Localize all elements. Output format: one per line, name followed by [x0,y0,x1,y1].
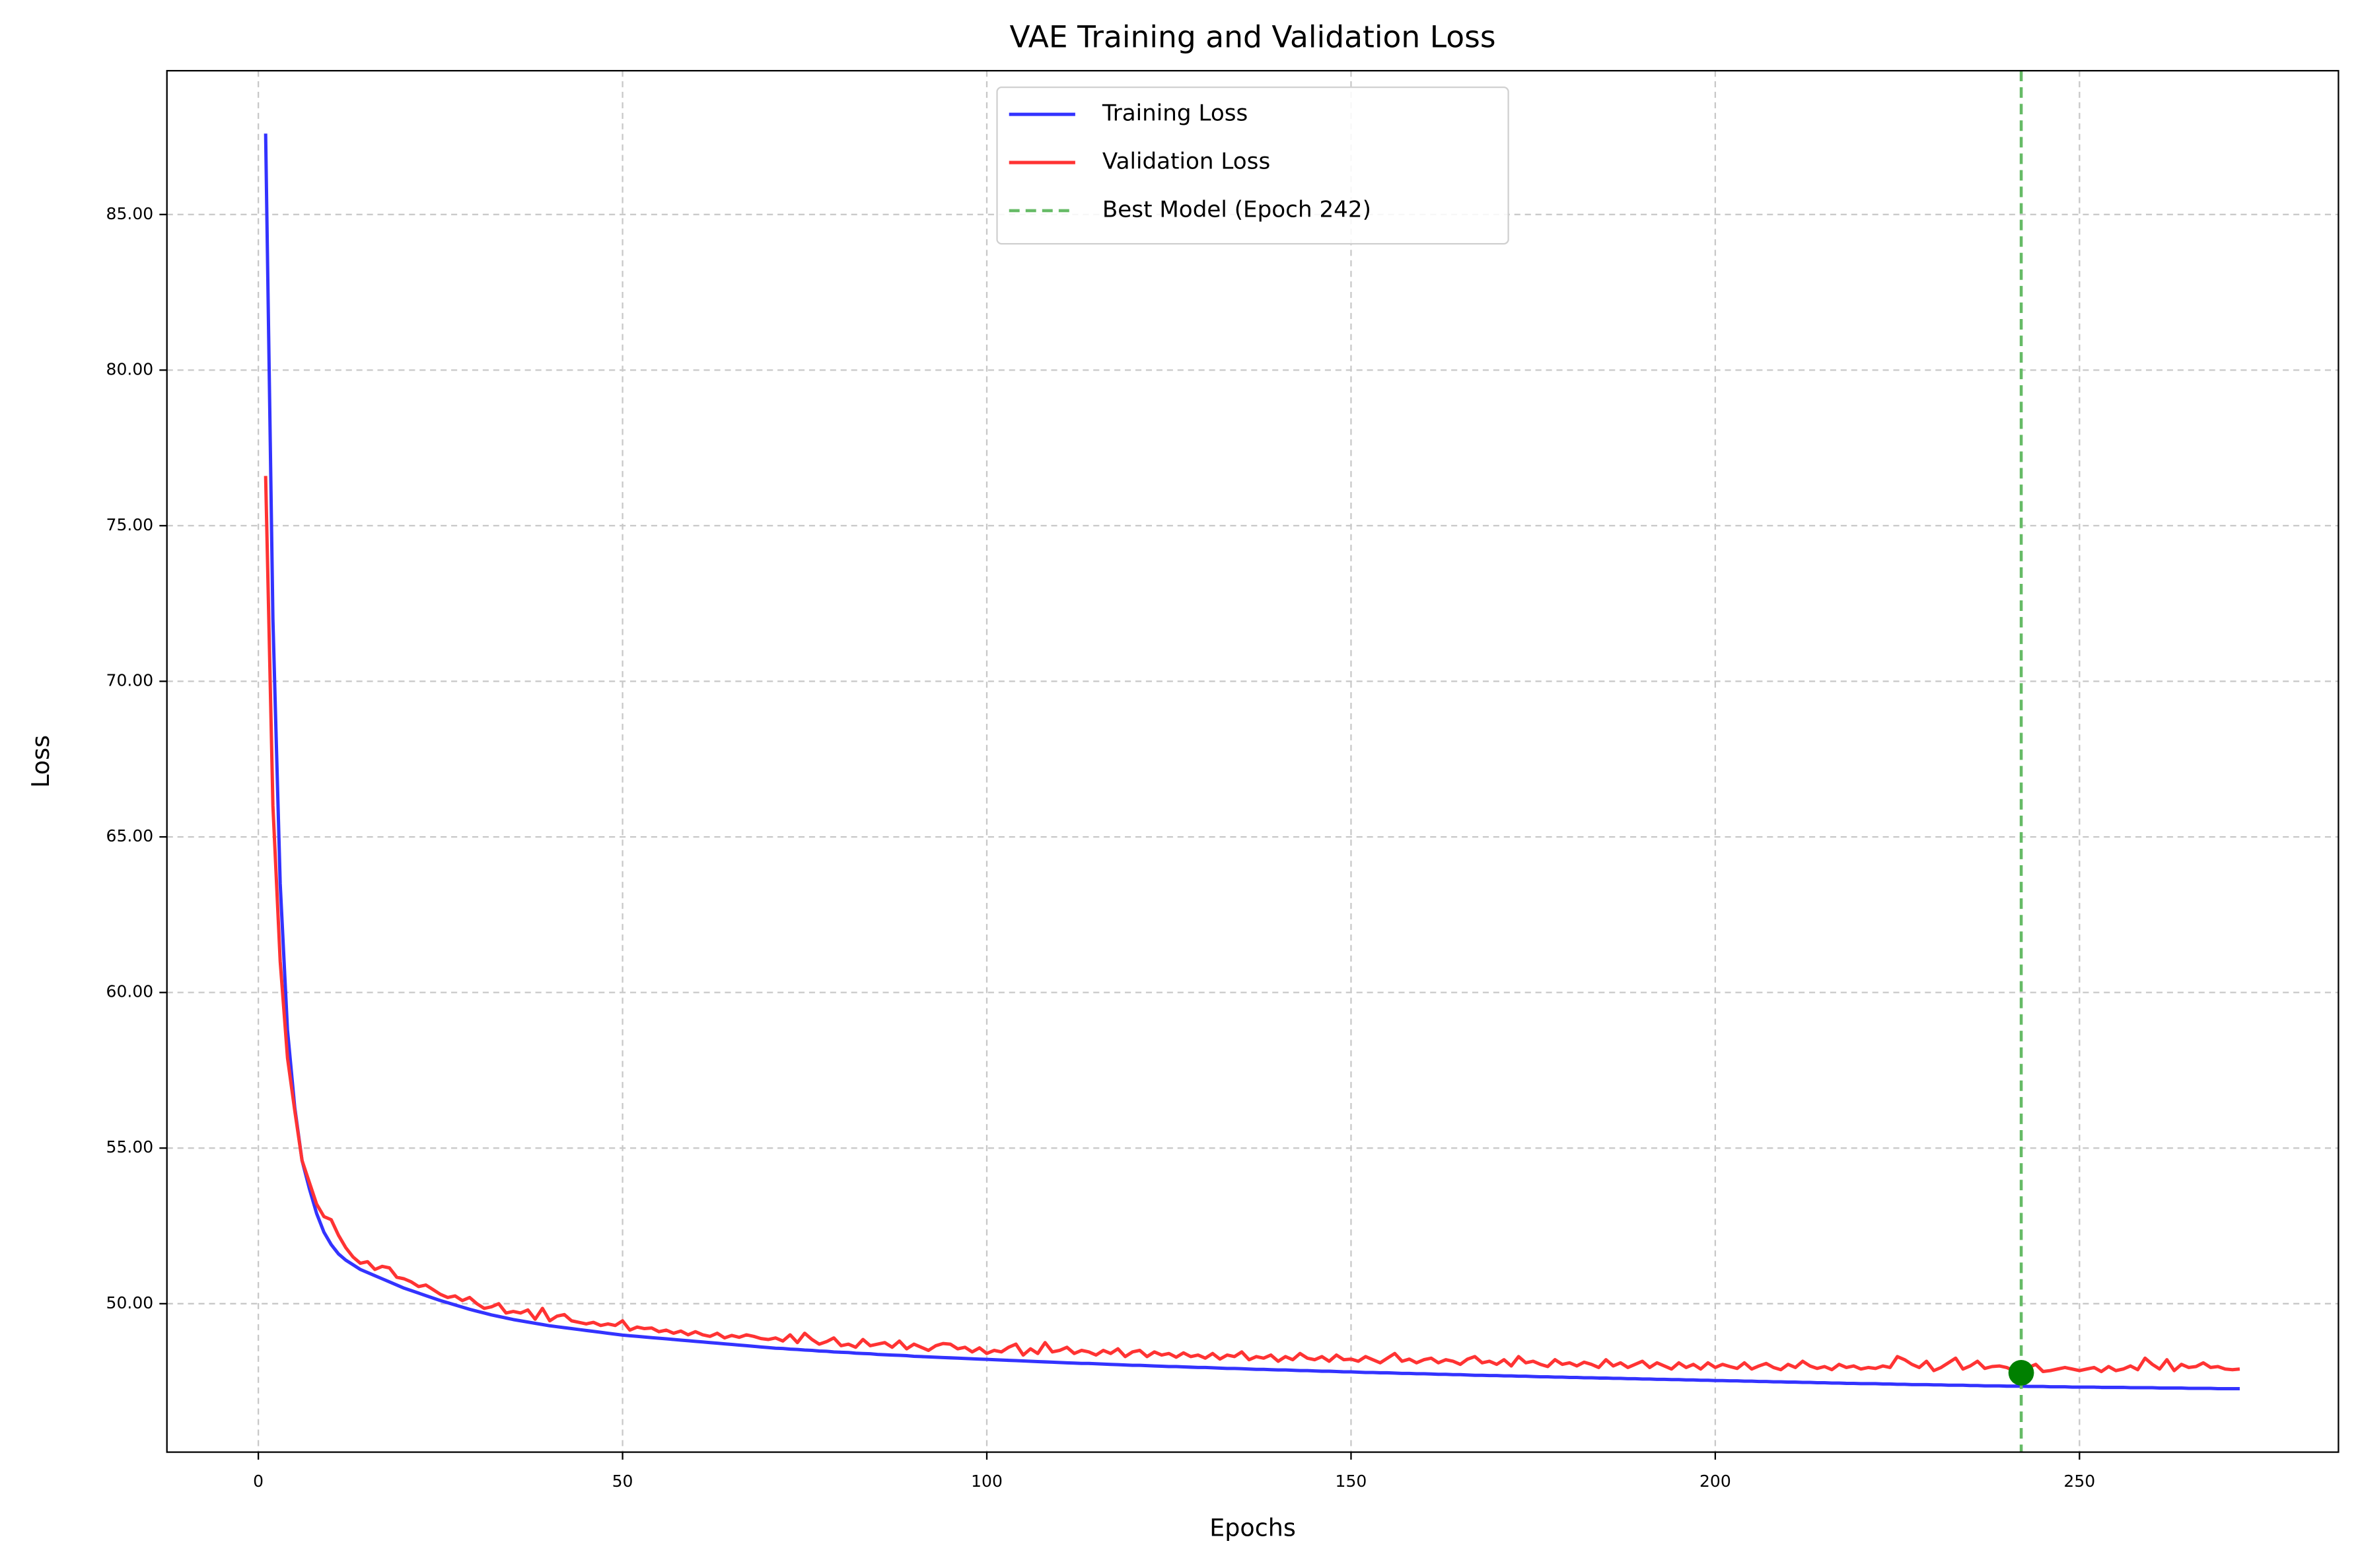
chart-title: VAE Training and Validation Loss [1010,20,1496,55]
y-tick-label: 55.00 [106,1137,154,1157]
y-tick-label: 70.00 [106,670,154,690]
x-tick-label: 200 [1699,1472,1731,1491]
best-model-marker [2008,1360,2034,1386]
x-tick-label: 50 [612,1472,633,1491]
legend-label: Best Model (Epoch 242) [1102,196,1371,223]
y-axis-label: Loss [26,735,55,788]
x-tick-label: 0 [253,1472,264,1491]
series-line [264,133,2240,1390]
y-tick-label: 60.00 [106,982,154,1001]
legend-box [996,87,1509,245]
series-line [264,476,2240,1374]
y-tick-label: 50.00 [106,1293,154,1312]
y-tick-label: 65.00 [106,826,154,845]
x-tick-label: 100 [971,1472,1003,1491]
y-tick-label: 80.00 [106,359,154,378]
legend: Training Loss Validation Loss Best Model (… [996,87,1509,245]
legend-label: Training Loss [1102,100,1248,127]
y-tick-label: 85.00 [106,204,154,223]
axes: 0 50 100 150 200 250 50.00 55.00 60.00 65.00 70.00… [106,69,2340,1491]
x-tick-label: 250 [2063,1472,2095,1491]
axes-frame [166,69,2340,1453]
y-tick-label: 75.00 [106,515,154,534]
x-axis-label: Epochs [1209,1513,1296,1542]
plot-area [264,71,2240,1452]
legend-label: Validation Loss [1102,149,1270,175]
grid [166,71,2339,1452]
x-tick-label: 150 [1336,1472,1367,1491]
